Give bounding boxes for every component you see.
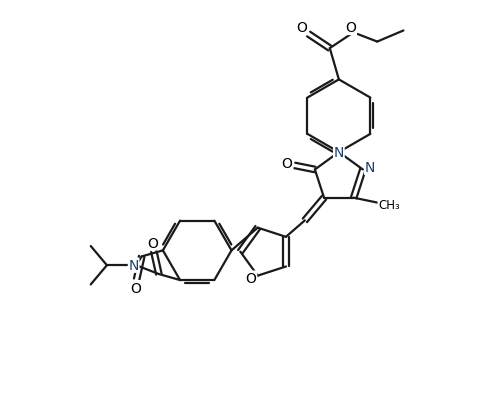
Text: CH₃: CH₃: [377, 199, 399, 212]
Text: O: O: [296, 21, 307, 35]
Text: O: O: [281, 157, 292, 171]
Text: N: N: [364, 161, 374, 175]
Text: O: O: [130, 281, 141, 295]
Text: O: O: [147, 236, 158, 250]
Text: N: N: [333, 146, 343, 160]
Text: N: N: [128, 258, 139, 272]
Text: O: O: [245, 272, 256, 285]
Text: O: O: [345, 21, 356, 35]
